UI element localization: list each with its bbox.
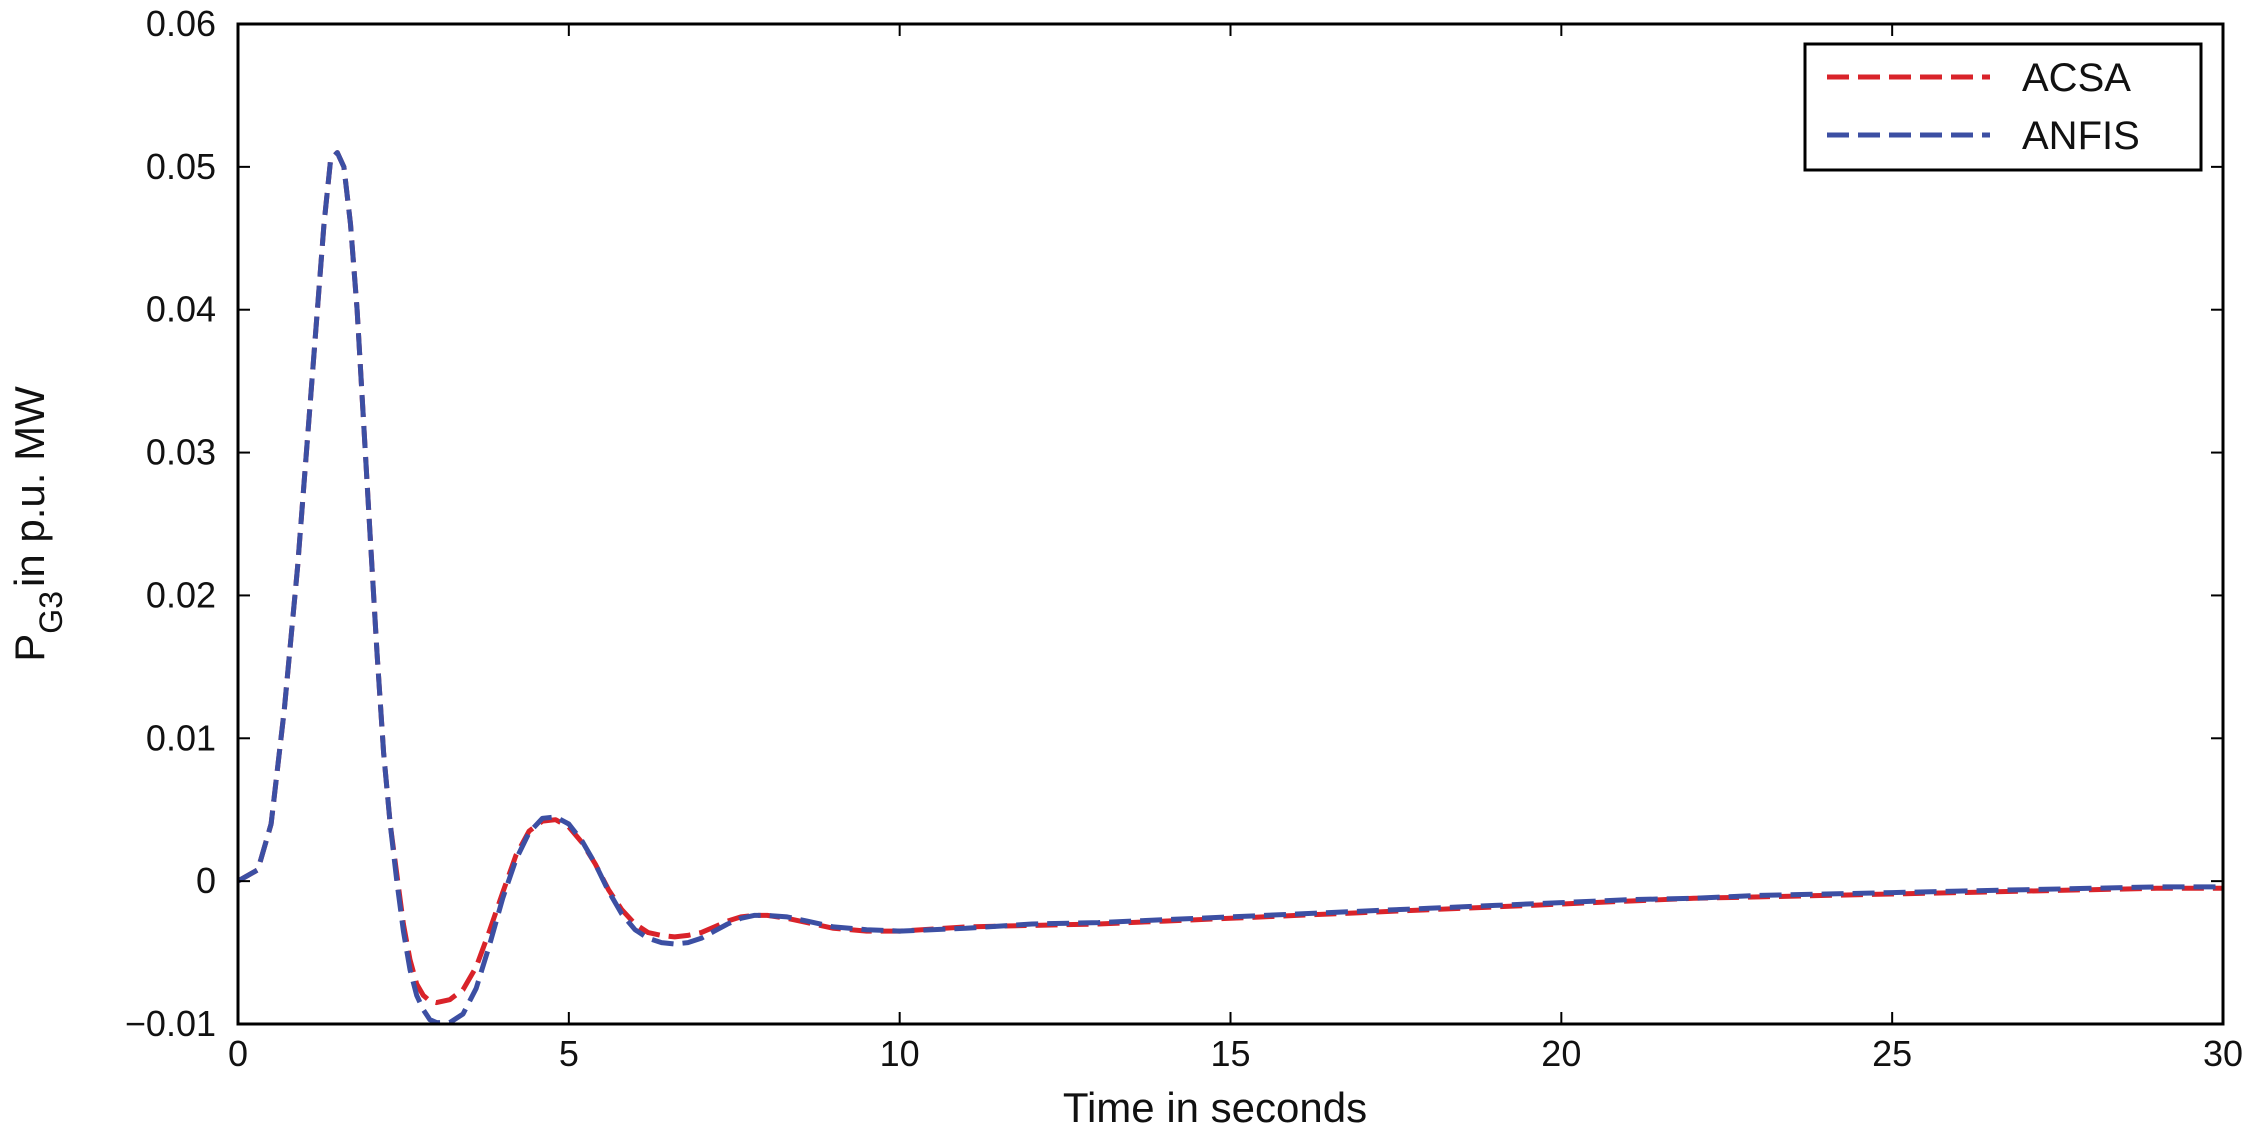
legend-box bbox=[1803, 42, 2203, 172]
series-line-acsa bbox=[236, 150, 2223, 1006]
y-tick-label: 0.04 bbox=[146, 289, 216, 330]
x-tick-label: 30 bbox=[2203, 1033, 2243, 1074]
y-tick-label: 0.06 bbox=[146, 3, 216, 44]
x-tick-label: 20 bbox=[1541, 1033, 1581, 1074]
series-line-anfis bbox=[236, 150, 2223, 1026]
x-tick-label: 15 bbox=[1210, 1033, 1250, 1074]
legend: ACSA ANFIS bbox=[1803, 42, 2203, 172]
x-tick-label: 10 bbox=[880, 1033, 920, 1074]
y-tick-label: 0 bbox=[196, 860, 216, 901]
y-axis-title: PG3in p.u. MW bbox=[6, 386, 69, 662]
series-layer bbox=[236, 150, 2223, 1026]
x-tick-label: 25 bbox=[1872, 1033, 1912, 1074]
y-tick-label: 0.03 bbox=[146, 432, 216, 473]
tick-layer: 0 5 10 15 20 25 30 −0.01 0 0.01 0.02 0.03 0.04 0.05 0.… bbox=[125, 3, 2243, 1074]
y-axis-title-subscript: G3 bbox=[33, 591, 69, 634]
x-tick-label: 0 bbox=[228, 1033, 248, 1074]
legend-label-acsa: ACSA bbox=[2022, 56, 2131, 100]
y-tick-label: −0.01 bbox=[125, 1003, 216, 1044]
x-tick-label: 5 bbox=[559, 1033, 579, 1074]
x-axis-title: Time in seconds bbox=[1063, 1084, 1367, 1131]
plot-frame bbox=[236, 22, 2225, 1026]
y-tick-label: 0.05 bbox=[146, 146, 216, 187]
y-axis-title-rest: in p.u. MW bbox=[6, 386, 53, 587]
legend-label-anfis: ANFIS bbox=[2022, 114, 2140, 158]
y-tick-label: 0.01 bbox=[146, 717, 216, 758]
y-axis-title-main: P bbox=[6, 634, 53, 662]
y-tick-label: 0.02 bbox=[146, 574, 216, 615]
